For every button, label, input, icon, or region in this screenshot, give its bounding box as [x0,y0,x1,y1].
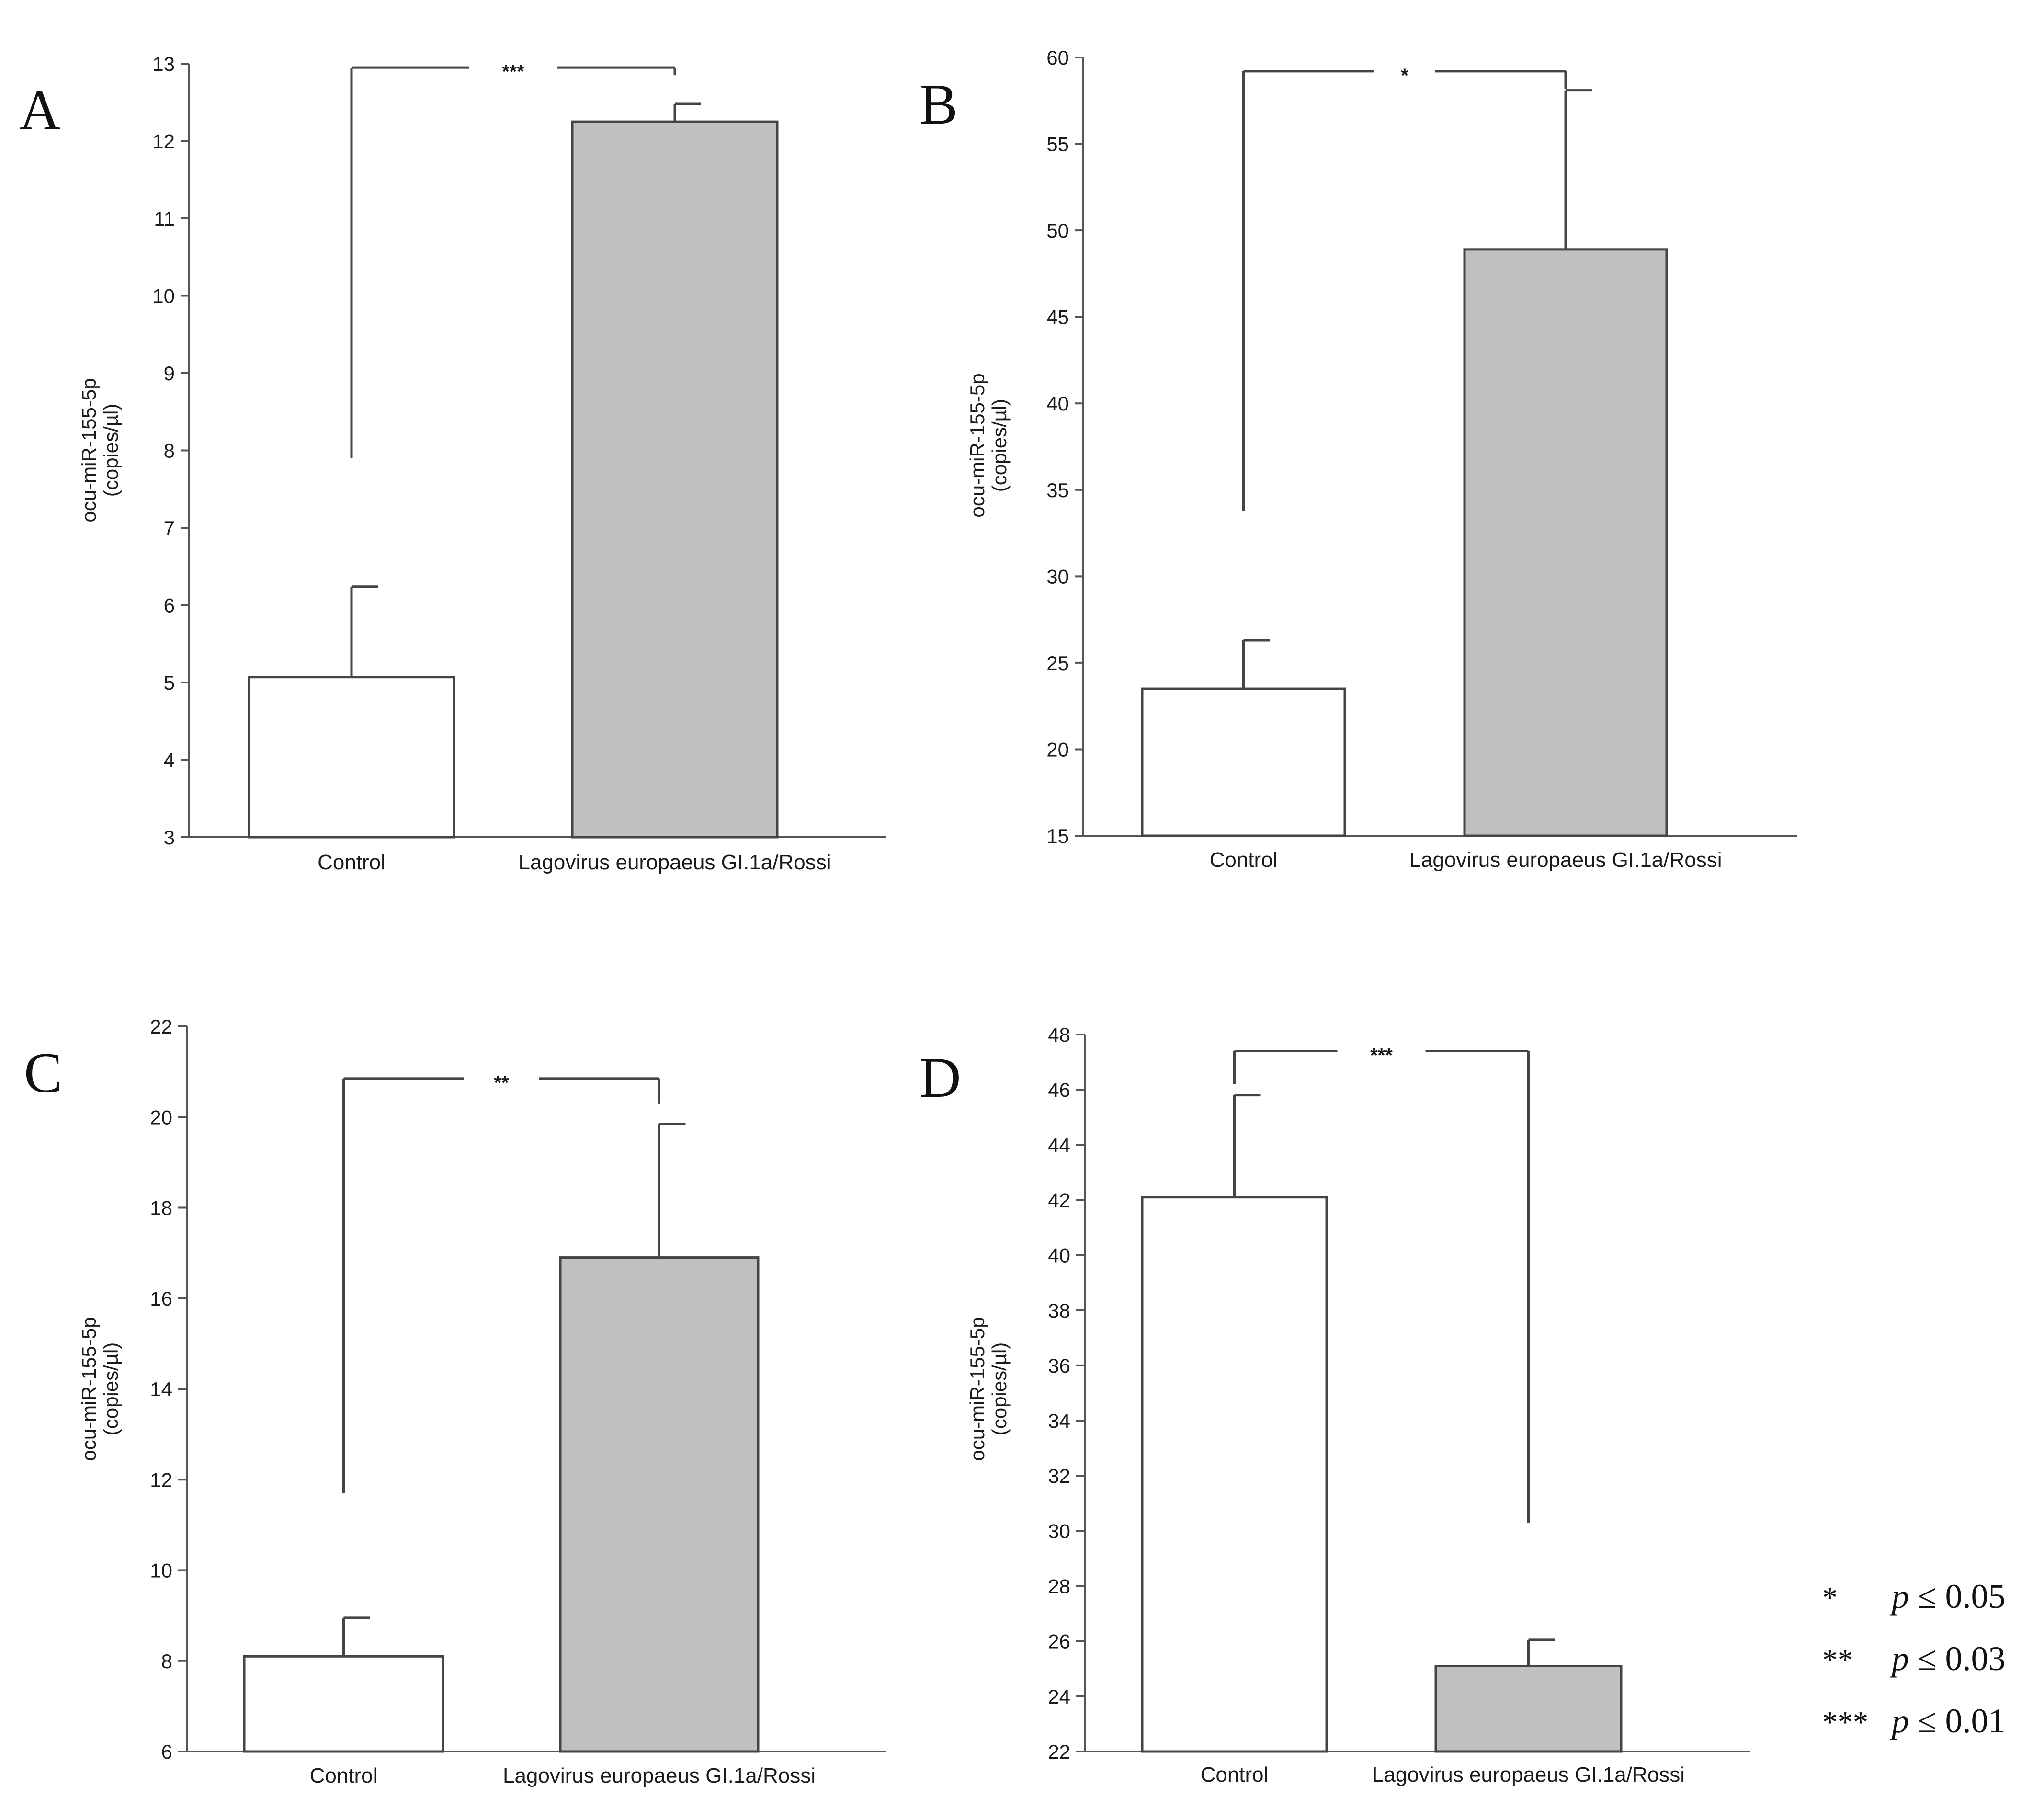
y-tick-label: 22 [1048,1741,1070,1763]
legend-threshold: p ≤ 0.03 [1889,1639,2006,1678]
legend-threshold: p ≤ 0.01 [1889,1702,2006,1740]
y-tick-label: 12 [150,1468,172,1491]
y-tick-label: 36 [1048,1354,1070,1377]
y-tick-label: 24 [1048,1685,1070,1708]
y-tick-label: 14 [150,1378,172,1400]
bar-lagovirus [1434,1665,1623,1753]
y-tick-label: 6 [164,594,175,617]
significance-label: * [1401,65,1408,86]
y-tick-label: 20 [1046,738,1069,761]
y-tick-label: 44 [1048,1134,1070,1156]
category-label: Control [1201,1763,1269,1786]
bar-lagovirus [1463,248,1668,837]
y-tick-label: 46 [1048,1079,1070,1101]
y-tick-label: 25 [1046,652,1069,674]
y-tick-label: 60 [1046,46,1069,69]
category-label: Lagovirus europaeus GI.1a/Rossi [1409,848,1722,872]
y-tick-label: 22 [150,1015,172,1038]
panel-letter: B [920,72,958,136]
y-tick-label: 15 [1046,825,1069,847]
y-tick-label: 5 [164,671,175,694]
y-tick-label: 30 [1046,565,1069,588]
y-tick-label: 32 [1048,1465,1070,1487]
y-tick-label: 6 [161,1741,172,1763]
y-tick-label: 42 [1048,1189,1070,1211]
panel-letter: C [24,1041,62,1104]
y-tick-label: 35 [1046,479,1069,501]
y-tick-label: 8 [164,440,175,462]
bar-control [248,676,455,839]
y-tick-label: 45 [1046,306,1069,329]
y-axis-label: ocu-miR-155-5p(copies/µl) [78,1317,122,1461]
y-tick-label: 10 [150,1559,172,1582]
y-tick-label: 38 [1048,1299,1070,1322]
bar-lagovirus [571,120,779,839]
y-axis-label: ocu-miR-155-5p(copies/µl) [78,378,122,522]
y-tick-label: 4 [164,749,175,772]
significance-label: ** [494,1072,509,1093]
panel-letter: D [920,1046,961,1109]
y-tick-label: 30 [1048,1520,1070,1542]
y-tick-label: 7 [164,517,175,539]
bar-lagovirus [559,1256,760,1753]
category-label: Lagovirus europaeus GI.1a/Rossi [503,1764,816,1787]
y-tick-label: 9 [164,362,175,385]
legend-stars: *** [1822,1705,1868,1739]
significance-legend: * p ≤ 0.05 ** p ≤ 0.03 *** p ≤ 0.01 [1822,1577,2006,1740]
panel-c: C 6 8 10 12 14 16 18 20 22 ocu-miR-155-5p(copies/µ… [24,1015,886,1787]
y-tick-label: 40 [1048,1244,1070,1267]
y-tick-label: 11 [154,207,175,230]
y-tick-label: 18 [150,1197,172,1219]
significance-label: *** [502,61,524,82]
bar-control [1141,1196,1328,1753]
y-tick-label: 20 [150,1106,172,1128]
y-tick-label: 16 [150,1287,172,1310]
panel-d: D 22 24 26 28 30 32 34 36 38 40 42 44 46 48 ocu-miR-155… [920,1024,1750,1786]
category-label: Control [1210,848,1278,872]
bar-control [243,1655,444,1753]
panel-b: B 15 20 25 30 35 40 45 50 55 60 ocu-miR-155-5p(copi… [920,46,1797,872]
y-tick-label: 8 [161,1650,172,1672]
y-tick-label: 55 [1046,133,1069,156]
y-tick-label: 3 [164,826,175,849]
y-tick-label: 10 [152,285,175,307]
category-label: Lagovirus europaeus GI.1a/Rossi [1372,1763,1685,1786]
y-tick-label: 12 [152,130,175,153]
y-tick-label: 40 [1046,392,1069,415]
legend-stars: ** [1822,1643,1853,1677]
legend-stars: * [1822,1581,1838,1615]
panel-letter: A [19,78,61,142]
y-tick-label: 34 [1048,1410,1070,1432]
y-tick-label: 13 [152,53,175,75]
y-tick-label: 26 [1048,1630,1070,1653]
y-axis-label: ocu-miR-155-5p(copies/µl) [966,373,1011,517]
legend-threshold: p ≤ 0.05 [1889,1577,2006,1616]
y-tick-label: 28 [1048,1575,1070,1598]
y-axis-label: ocu-miR-155-5p(copies/µl) [966,1317,1011,1461]
bar-control [1141,687,1346,837]
category-label: Control [318,851,386,874]
y-tick-label: 50 [1046,219,1069,242]
significance-label: *** [1370,1045,1393,1066]
panel-a: A 3 4 5 6 7 8 9 10 11 12 13 ocu-miR-155-5p(copies/µl… [19,53,886,874]
category-label: Lagovirus europaeus GI.1a/Rossi [518,851,831,874]
category-label: Control [310,1764,378,1787]
y-tick-label: 48 [1048,1024,1070,1046]
